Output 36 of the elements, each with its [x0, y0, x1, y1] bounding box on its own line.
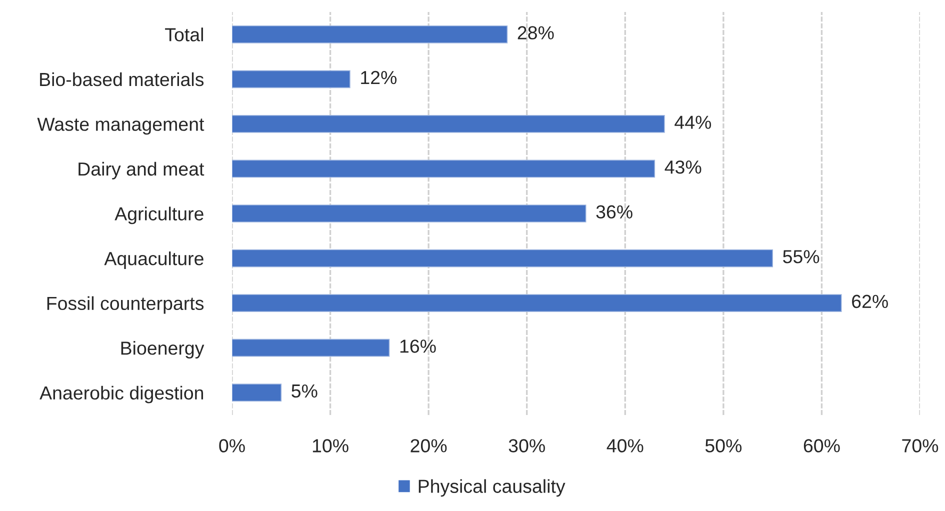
- x-tick-label: 60%: [804, 439, 840, 452]
- bar: [232, 204, 586, 222]
- bar: [232, 338, 390, 357]
- y-tick-label: Aquaculture: [104, 251, 204, 269]
- y-tick-label: Bioenergy: [121, 341, 204, 359]
- y-tick-label: Total: [165, 28, 203, 42]
- y-tick-label: Fossil counterparts: [47, 296, 204, 314]
- data-label: 16%: [400, 340, 436, 353]
- y-tick-label: Waste management: [37, 118, 204, 135]
- y-tick-label: Dairy and meat: [78, 162, 204, 180]
- bar: [232, 384, 282, 402]
- bar: [232, 70, 350, 88]
- data-label: 43%: [664, 160, 702, 174]
- bar: [232, 249, 773, 268]
- data-label: 28%: [518, 26, 554, 40]
- data-label: 36%: [596, 205, 632, 219]
- bar: [232, 115, 665, 133]
- y-tick-label: Bio-based materials: [40, 72, 204, 86]
- data-label: 5%: [292, 384, 318, 398]
- bar: [232, 294, 842, 312]
- data-label: 55%: [783, 250, 820, 264]
- legend-label: Physical causality: [418, 479, 566, 497]
- bar: [232, 160, 656, 178]
- data-label: 62%: [852, 294, 888, 308]
- x-tick-label: 40%: [606, 439, 644, 452]
- bar: [232, 25, 508, 44]
- x-tick-label: 50%: [705, 439, 742, 452]
- x-tick-label: 10%: [312, 439, 348, 452]
- y-tick-label: Agriculture: [114, 206, 204, 224]
- x-tick-label: 30%: [508, 439, 545, 452]
- x-tick-label: 0%: [219, 439, 245, 452]
- x-tick-label: 70%: [902, 439, 938, 452]
- x-tick-label: 20%: [410, 439, 447, 452]
- data-label: 12%: [361, 70, 397, 84]
- y-tick-label: Anaerobic digestion: [40, 386, 204, 404]
- data-label: 44%: [674, 116, 712, 129]
